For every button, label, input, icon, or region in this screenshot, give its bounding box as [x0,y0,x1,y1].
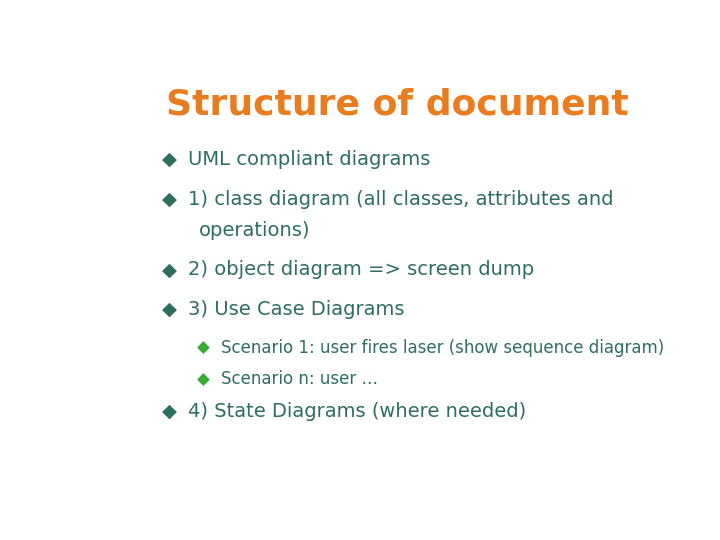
Text: ◆: ◆ [161,402,176,421]
Text: ◆: ◆ [161,150,176,169]
Text: ◆: ◆ [161,190,176,208]
Text: 3) Use Case Diagrams: 3) Use Case Diagrams [188,300,404,319]
Text: ◆: ◆ [161,300,176,319]
Text: 2) object diagram => screen dump: 2) object diagram => screen dump [188,260,534,279]
Text: Structure of document: Structure of document [166,87,629,122]
Text: ◆: ◆ [161,260,176,279]
Text: 1) class diagram (all classes, attributes and: 1) class diagram (all classes, attribute… [188,190,613,208]
Text: ◆: ◆ [197,370,210,388]
Text: UML compliant diagrams: UML compliant diagrams [188,150,430,169]
Text: Scenario 1: user fires laser (show sequence diagram): Scenario 1: user fires laser (show seque… [221,339,665,357]
Text: operations): operations) [199,221,310,240]
Text: 4) State Diagrams (where needed): 4) State Diagrams (where needed) [188,402,526,421]
Text: ◆: ◆ [197,339,210,357]
Text: Scenario n: user …: Scenario n: user … [221,370,378,388]
